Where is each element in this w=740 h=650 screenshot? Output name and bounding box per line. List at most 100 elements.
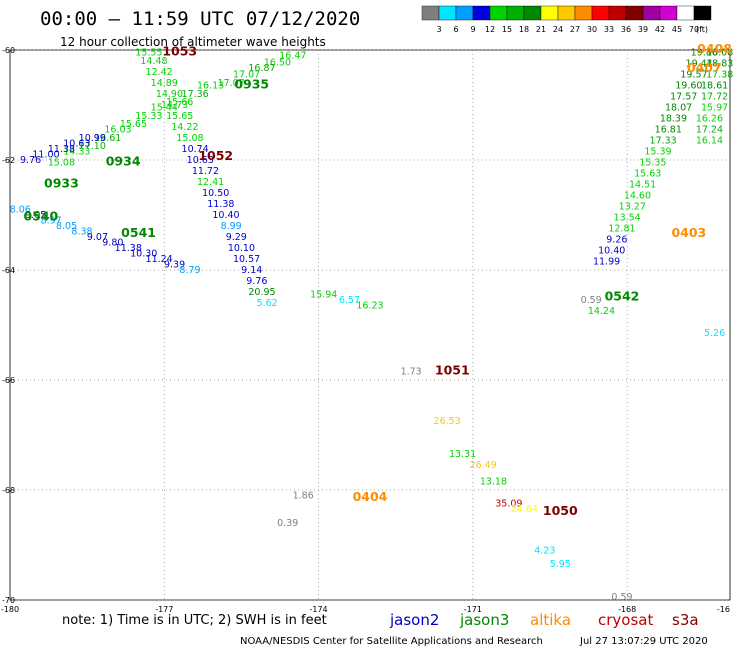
wave-height-value: 9.05 <box>25 210 46 221</box>
colorbar-swatch <box>438 5 457 21</box>
wave-height-value: 8.97 <box>41 215 62 226</box>
pass-time-label: 0540 <box>23 209 58 224</box>
colorbar-swatch <box>506 5 525 21</box>
wave-height-value: 18.83 <box>706 59 733 70</box>
wave-height-value: 8.99 <box>221 221 242 232</box>
pass-time-label: 1052 <box>198 148 233 163</box>
wave-height-value: 17.24 <box>696 125 723 136</box>
legend-s3a: s3a <box>672 611 699 629</box>
wave-height-value: 10.57 <box>233 254 260 265</box>
lat-tick-label: -62 <box>2 156 15 165</box>
wave-height-value: 18.39 <box>660 114 687 125</box>
wave-height-value: 16.26 <box>696 114 723 125</box>
pass-time-label: 0541 <box>121 225 156 240</box>
colorbar-label: 24 <box>553 25 563 34</box>
wave-height-value: 18.61 <box>701 81 728 92</box>
colorbar-label: 21 <box>536 25 546 34</box>
wave-height-value: 26.49 <box>470 460 497 471</box>
wave-height-value: 17.07 <box>218 78 245 89</box>
wave-height-value: 1.86 <box>293 490 314 501</box>
wave-height-value: 16.81 <box>655 125 682 136</box>
wave-height-value: 16.50 <box>264 57 291 68</box>
wave-height-value: 16.47 <box>279 50 306 61</box>
wave-height-value: 14.51 <box>629 180 656 191</box>
colorbar-swatch <box>421 5 440 21</box>
lon-tick-label: -180 <box>1 605 19 614</box>
wave-height-value: 17.36 <box>182 89 209 100</box>
wave-height-value: 9.80 <box>102 237 123 248</box>
wave-height-value: 10.63 <box>63 138 90 149</box>
wave-height-value: 12.81 <box>608 224 635 235</box>
colorbar-label: 12 <box>485 25 495 34</box>
wave-height-value: 19.80 <box>691 48 718 59</box>
colorbar-label: 36 <box>621 25 631 34</box>
wave-height-value: 0.59 <box>611 592 632 603</box>
wave-height-value: 8.38 <box>71 226 92 237</box>
wave-height-value: 10.10 <box>228 243 255 254</box>
wave-height-value: 16.61 <box>94 133 121 144</box>
wave-height-value: 14.89 <box>151 78 178 89</box>
wave-height-value: 13.27 <box>619 202 646 213</box>
wave-height-value: 15.97 <box>701 103 728 114</box>
colorbar-swatch <box>642 5 661 21</box>
lat-lon-grid <box>10 49 730 601</box>
lat-tick-label: -60 <box>2 46 15 55</box>
colorbar-swatch <box>455 5 474 21</box>
pass-time-label: 0407 <box>687 60 722 75</box>
pass-time-label: 0934 <box>106 154 141 169</box>
colorbar-swatch <box>523 5 542 21</box>
pass-time-label: 0403 <box>671 225 706 240</box>
wave-height-value: 14.48 <box>140 56 167 67</box>
legend-jason3: jason3 <box>459 611 509 629</box>
colorbar-swatch <box>659 5 678 21</box>
lon-tick-label: -174 <box>309 605 327 614</box>
colorbar-legend: 3 6 9 12 15 18 21 24 27 30 33 36 39 42 45 70(ft) <box>421 5 712 34</box>
wave-height-value: 1.73 <box>401 367 422 378</box>
colorbar-swatch <box>540 5 559 21</box>
colorbar-swatch <box>557 5 576 21</box>
wave-height-value: 15.08 <box>48 158 75 169</box>
wave-height-value: 9.26 <box>606 235 627 246</box>
satellite-legend: jason2 jason3 altika cryosat s3a <box>389 611 699 629</box>
wave-height-value: 18.07 <box>665 103 692 114</box>
pass-time-label: 1053 <box>162 44 197 59</box>
colorbar-label: 15 <box>502 25 512 34</box>
pass-time-label: 0935 <box>234 77 269 92</box>
lon-tick-label: -168 <box>618 605 636 614</box>
wave-height-value: 9.07 <box>87 232 108 243</box>
wave-height-value: 13.18 <box>480 477 507 488</box>
wave-height-value: 9.29 <box>226 232 247 243</box>
wave-height-value: 14.73 <box>161 100 188 111</box>
wave-height-value: 19.44 <box>686 59 713 70</box>
colorbar-label: 6 <box>453 25 458 34</box>
pass-time-label: 1050 <box>543 503 578 518</box>
wave-height-value: 10.63 <box>187 155 214 166</box>
wave-height-value: 16.14 <box>696 136 723 147</box>
wave-height-value: 16.23 <box>356 301 383 312</box>
wave-height-value: 13.31 <box>449 449 476 460</box>
colorbar-label: 30 <box>587 25 597 34</box>
wave-height-value: 16.03 <box>104 125 131 136</box>
pass-time-labels: 1053 0935 1052 0934 0933 0540 0541 0403 0542 1051… <box>23 41 732 518</box>
wave-height-value: 15.33 <box>135 111 162 122</box>
colorbar-label: 33 <box>604 25 614 34</box>
wave-height-value: 17.38 <box>706 70 733 81</box>
colorbar-label: 3 <box>436 25 441 34</box>
legend-altika: altika <box>530 611 571 629</box>
wave-height-value: 17.33 <box>650 136 677 147</box>
wave-height-value: 19.57 <box>680 70 707 81</box>
wave-height-value: 10.50 <box>202 188 229 199</box>
wave-height-value: 11.72 <box>192 166 219 177</box>
wave-height-value: 12.42 <box>146 67 173 78</box>
wave-height-value: 11.38 <box>207 199 234 210</box>
wave-height-points: 16.4716.5016.8717.0717.0716.1317.3615.66… <box>10 48 734 604</box>
colorbar-swatch <box>693 5 712 21</box>
wave-height-value: 10.99 <box>79 133 106 144</box>
lat-tick-label: -68 <box>2 486 15 495</box>
wave-height-value: 10.40 <box>598 246 625 257</box>
wave-height-value: 0.39 <box>277 518 298 529</box>
colorbar-label: 9 <box>470 25 475 34</box>
colorbar-label: 39 <box>638 25 648 34</box>
wave-height-value: 14.90 <box>156 89 183 100</box>
legend-jason2: jason2 <box>389 611 439 629</box>
